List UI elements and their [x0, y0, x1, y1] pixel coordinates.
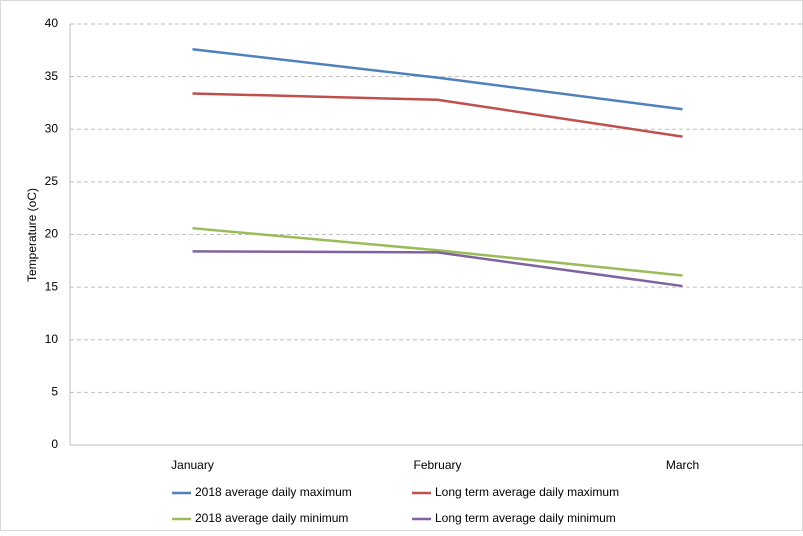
legend-label: 2018 average daily minimum	[195, 511, 348, 525]
y-tick-label: 0	[51, 437, 58, 451]
y-tick-label: 10	[45, 332, 59, 346]
legend-label: Long term average daily minimum	[435, 511, 616, 525]
y-tick-label: 5	[51, 385, 58, 399]
y-tick-label: 15	[45, 279, 59, 293]
y-tick-label: 20	[45, 227, 59, 241]
series-line	[192, 250, 683, 288]
y-tick-label: 35	[45, 69, 59, 83]
y-tick-label: 40	[45, 16, 59, 30]
x-tick-label: February	[413, 458, 461, 472]
legend-label: 2018 average daily maximum	[195, 485, 352, 499]
x-tick-label: January	[171, 458, 214, 472]
series-line	[192, 226, 683, 277]
y-tick-label: 25	[45, 174, 59, 188]
legend-label: Long term average daily maximum	[435, 485, 619, 499]
series-line	[192, 48, 683, 111]
x-tick-label: March	[666, 458, 699, 472]
series-line	[192, 92, 683, 138]
y-tick-label: 30	[45, 121, 59, 135]
y-axis-label: Temperature (oC)	[25, 188, 39, 282]
